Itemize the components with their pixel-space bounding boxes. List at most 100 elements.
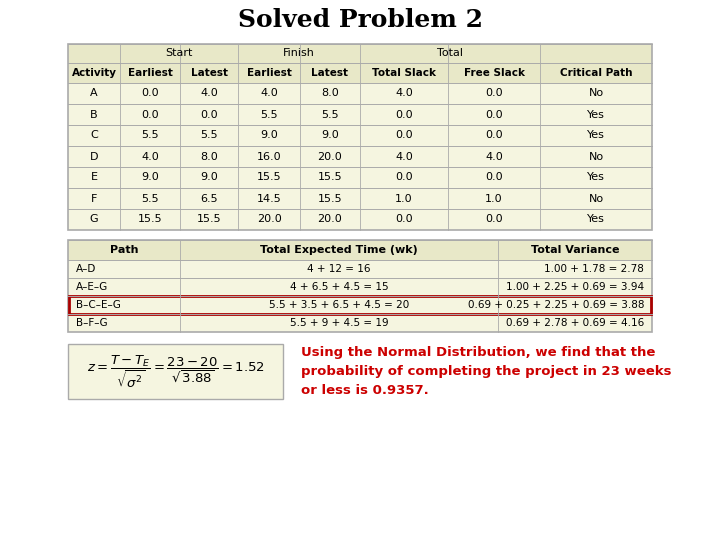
Text: Path: Path <box>109 245 138 255</box>
Text: Latest: Latest <box>312 68 348 78</box>
Bar <box>68 104 652 125</box>
Text: Yes: Yes <box>587 214 605 225</box>
Bar <box>68 167 652 188</box>
Bar <box>68 344 283 399</box>
Text: 4.0: 4.0 <box>200 89 218 98</box>
Text: 5.5: 5.5 <box>260 110 278 119</box>
Text: 0.0: 0.0 <box>485 110 503 119</box>
Text: Earliest: Earliest <box>127 68 172 78</box>
Text: 0.0: 0.0 <box>141 89 159 98</box>
Text: 5.5 + 3.5 + 6.5 + 4.5 = 20: 5.5 + 3.5 + 6.5 + 4.5 = 20 <box>269 300 409 310</box>
Bar <box>68 278 652 296</box>
Text: 4 + 12 = 16: 4 + 12 = 16 <box>307 264 371 274</box>
Text: 9.0: 9.0 <box>260 131 278 140</box>
Text: Critical Path: Critical Path <box>559 68 632 78</box>
Text: A–E–G: A–E–G <box>76 282 108 292</box>
Text: $z = \dfrac{T - T_E}{\sqrt{\sigma^2}} = \dfrac{23-20}{\sqrt{3.88}} = 1.52$: $z = \dfrac{T - T_E}{\sqrt{\sigma^2}} = … <box>86 353 264 390</box>
Text: Total: Total <box>437 49 463 58</box>
Text: 0.0: 0.0 <box>485 131 503 140</box>
Text: 0.0: 0.0 <box>141 110 159 119</box>
Text: Yes: Yes <box>587 131 605 140</box>
Text: 20.0: 20.0 <box>318 152 343 161</box>
Text: 15.5: 15.5 <box>138 214 162 225</box>
Text: 1.00 + 1.78 = 2.78: 1.00 + 1.78 = 2.78 <box>544 264 644 274</box>
Text: 0.0: 0.0 <box>200 110 218 119</box>
Bar <box>68 44 652 230</box>
Text: 4.0: 4.0 <box>485 152 503 161</box>
Bar <box>68 83 652 104</box>
Bar <box>68 209 652 230</box>
Text: 0.0: 0.0 <box>395 131 413 140</box>
Text: 9.0: 9.0 <box>200 172 218 183</box>
Text: G: G <box>90 214 99 225</box>
Text: 4 + 6.5 + 4.5 = 15: 4 + 6.5 + 4.5 = 15 <box>289 282 388 292</box>
Text: 0.0: 0.0 <box>395 110 413 119</box>
Text: 15.5: 15.5 <box>257 172 282 183</box>
Text: 4.0: 4.0 <box>395 152 413 161</box>
Text: 1.00 + 2.25 + 0.69 = 3.94: 1.00 + 2.25 + 0.69 = 3.94 <box>506 282 644 292</box>
Bar <box>68 125 652 146</box>
Text: 0.0: 0.0 <box>395 172 413 183</box>
Bar <box>68 188 652 209</box>
Text: 4.0: 4.0 <box>141 152 159 161</box>
Text: A–D: A–D <box>76 264 96 274</box>
Text: 5.5: 5.5 <box>141 193 159 204</box>
Text: Start: Start <box>166 49 193 58</box>
Text: 4.0: 4.0 <box>395 89 413 98</box>
Bar <box>68 260 652 278</box>
Text: Using the Normal Distribution, we find that the
probability of completing the pr: Using the Normal Distribution, we find t… <box>301 346 672 397</box>
Text: 6.5: 6.5 <box>200 193 218 204</box>
Text: 15.5: 15.5 <box>318 193 342 204</box>
Text: 0.69 + 0.25 + 2.25 + 0.69 = 3.88: 0.69 + 0.25 + 2.25 + 0.69 = 3.88 <box>467 300 644 310</box>
Text: Finish: Finish <box>283 49 315 58</box>
Bar <box>68 314 652 332</box>
Text: No: No <box>588 193 603 204</box>
Text: Total Slack: Total Slack <box>372 68 436 78</box>
Text: 5.5: 5.5 <box>141 131 159 140</box>
Text: 15.5: 15.5 <box>197 214 221 225</box>
Text: 8.0: 8.0 <box>200 152 218 161</box>
Bar <box>68 240 652 332</box>
Text: 15.5: 15.5 <box>318 172 342 183</box>
Text: Free Slack: Free Slack <box>464 68 524 78</box>
Text: 5.5 + 9 + 4.5 = 19: 5.5 + 9 + 4.5 = 19 <box>289 318 388 328</box>
Bar <box>68 146 652 167</box>
Text: 1.0: 1.0 <box>395 193 413 204</box>
Text: A: A <box>90 89 98 98</box>
Text: Total Variance: Total Variance <box>531 245 619 255</box>
Bar <box>68 296 652 314</box>
Text: 5.5: 5.5 <box>321 110 339 119</box>
Text: 5.5: 5.5 <box>200 131 218 140</box>
Text: 4.0: 4.0 <box>260 89 278 98</box>
Text: 20.0: 20.0 <box>318 214 343 225</box>
Text: 9.0: 9.0 <box>141 172 159 183</box>
Text: D: D <box>90 152 98 161</box>
Text: 0.69 + 2.78 + 0.69 = 4.16: 0.69 + 2.78 + 0.69 = 4.16 <box>505 318 644 328</box>
Text: B–F–G: B–F–G <box>76 318 107 328</box>
Text: Activity: Activity <box>71 68 117 78</box>
Text: No: No <box>588 152 603 161</box>
Text: 20.0: 20.0 <box>256 214 282 225</box>
Text: Yes: Yes <box>587 110 605 119</box>
Text: 8.0: 8.0 <box>321 89 339 98</box>
Text: B–C–E–G: B–C–E–G <box>76 300 121 310</box>
Text: Yes: Yes <box>587 172 605 183</box>
Text: 0.0: 0.0 <box>395 214 413 225</box>
Text: 9.0: 9.0 <box>321 131 339 140</box>
Text: No: No <box>588 89 603 98</box>
Bar <box>69 296 651 314</box>
Text: F: F <box>91 193 97 204</box>
Bar <box>68 63 652 83</box>
Text: Total Expected Time (wk): Total Expected Time (wk) <box>260 245 418 255</box>
Text: 14.5: 14.5 <box>256 193 282 204</box>
Text: Latest: Latest <box>191 68 228 78</box>
Text: Solved Problem 2: Solved Problem 2 <box>238 8 482 32</box>
Bar <box>68 44 652 63</box>
Text: 16.0: 16.0 <box>257 152 282 161</box>
Text: C: C <box>90 131 98 140</box>
Text: Earliest: Earliest <box>246 68 292 78</box>
Text: B: B <box>90 110 98 119</box>
Text: E: E <box>91 172 97 183</box>
Text: 0.0: 0.0 <box>485 214 503 225</box>
Bar <box>68 240 652 260</box>
